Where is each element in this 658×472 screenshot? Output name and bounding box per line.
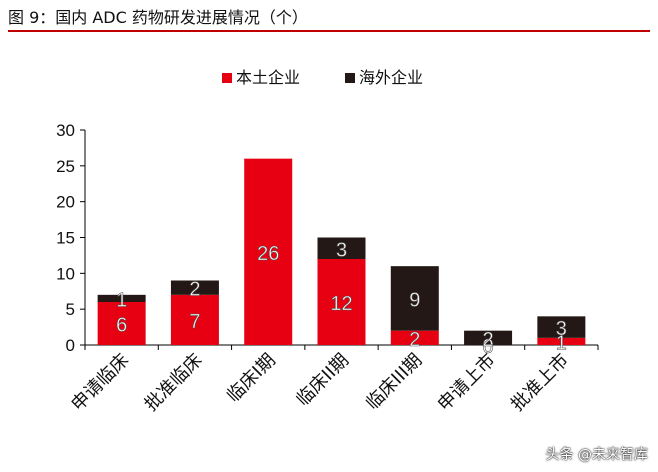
- x-tick-label: 临床I期: [223, 350, 280, 407]
- bar-1-4: [390, 266, 439, 331]
- data-label-1-6: 3: [556, 318, 567, 340]
- bar-0-6: [537, 337, 586, 345]
- bar-0-1: [170, 294, 219, 345]
- legend: 本土企业 海外企业: [222, 68, 423, 87]
- data-label-1-5: 2: [483, 329, 494, 351]
- y-tick-label: 30: [56, 121, 75, 140]
- bar-0-3: [317, 259, 366, 345]
- x-axis: 申请临床 批准临床 临床I期 临床II期 临床III期 申请上市 批准上市: [67, 344, 599, 416]
- y-tick-label: 15: [56, 229, 75, 248]
- bars: [97, 158, 586, 345]
- y-tick-label: 0: [66, 336, 75, 355]
- legend-swatch-0: [222, 73, 232, 83]
- x-tick-label: 批准上市: [507, 350, 573, 416]
- x-tick-label: 临床II期: [292, 350, 353, 411]
- data-label-0-3: 12: [330, 293, 352, 315]
- y-axis: 0 5 10 15 20 25 30: [56, 121, 86, 355]
- bar-1-0: [97, 294, 146, 302]
- data-label-1-1: 2: [189, 279, 200, 301]
- y-tick-label: 10: [56, 264, 75, 283]
- bar-1-1: [170, 280, 219, 295]
- watermark: 头条 @未来智库: [545, 447, 648, 463]
- y-tick-label: 5: [66, 300, 75, 319]
- figure-title: 图 9：国内 ADC 药物研发进展情况（个）: [8, 8, 308, 27]
- x-tick-label: 批准临床: [141, 350, 207, 416]
- data-label-0-5: 0: [483, 336, 494, 358]
- bar-0-2: [244, 158, 293, 345]
- data-label-1-4: 9: [409, 289, 420, 311]
- legend-swatch-1: [345, 73, 355, 83]
- x-tick-label: 临床III期: [362, 350, 426, 414]
- data-label-0-2: 26: [257, 243, 279, 265]
- data-label-0-1: 7: [189, 311, 200, 333]
- y-tick-label: 20: [56, 193, 75, 212]
- x-tick-label: 申请上市: [434, 350, 500, 416]
- data-label-0-0: 6: [116, 315, 127, 337]
- bar-0-0: [97, 302, 146, 345]
- legend-label-0: 本土企业: [236, 68, 300, 87]
- bar-1-3: [317, 237, 366, 259]
- bar-1-6: [537, 316, 586, 338]
- bar-1-5: [464, 330, 513, 345]
- data-label-1-0: 1: [116, 289, 127, 311]
- data-label-0-6: 1: [556, 332, 567, 354]
- data-label-0-4: 2: [409, 329, 420, 351]
- data-label-1-3: 3: [336, 239, 347, 261]
- y-tick-label: 25: [56, 157, 75, 176]
- title-underline: [8, 30, 650, 32]
- bar-0-4: [390, 330, 439, 345]
- x-tick-label: 申请临床: [67, 350, 133, 416]
- legend-label-1: 海外企业: [359, 68, 423, 87]
